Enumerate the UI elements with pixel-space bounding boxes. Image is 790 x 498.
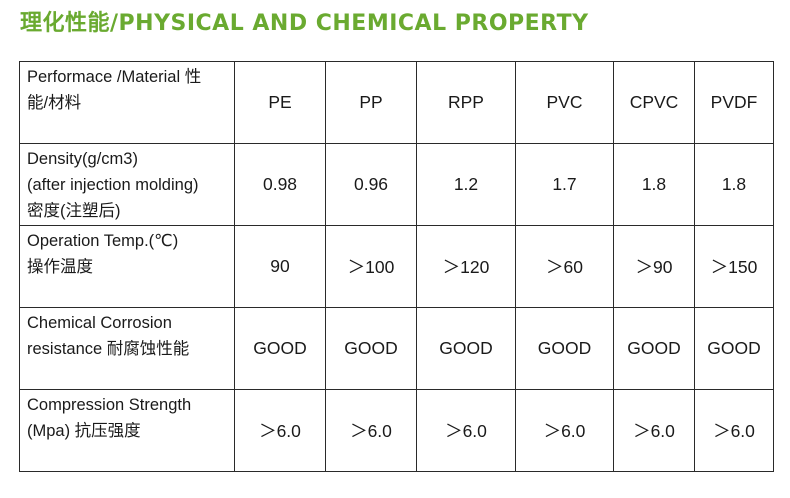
table-cell: 0.96 xyxy=(325,143,417,226)
page-title: 理化性能/PHYSICAL AND CHEMICAL PROPERTY xyxy=(20,11,589,36)
table-cell: GOOD xyxy=(694,307,774,390)
table-cell: 0.98 xyxy=(234,143,326,226)
row-label-line: resistance 耐腐蚀性能 xyxy=(27,340,190,358)
material-header-pvdf: PVDF xyxy=(694,61,774,144)
table-cell: ＞6.0 xyxy=(325,389,417,472)
row-label-line: (Mpa) 抗压强度 xyxy=(27,422,141,440)
header-label-cell: Performace /Material 性 能/材料 xyxy=(19,61,235,144)
table-row-chemical-corrosion: Chemical Corrosion resistance 耐腐蚀性能 GOOD… xyxy=(19,307,774,390)
row-label-line: Chemical Corrosion xyxy=(27,314,172,332)
table-row-density: Density(g/cm3) (after injection molding)… xyxy=(19,143,774,226)
table-cell: GOOD xyxy=(515,307,614,390)
row-label-compression-strength: Compression Strength (Mpa) 抗压强度 xyxy=(19,389,235,472)
table-cell: ＞100 xyxy=(325,225,417,308)
row-label-line: Compression Strength xyxy=(27,396,192,414)
row-label-operation-temp: Operation Temp.(℃) 操作温度 xyxy=(19,225,235,308)
table-row-operation-temp: Operation Temp.(℃) 操作温度 90 ＞100 ＞120 ＞60… xyxy=(19,225,774,308)
row-label-density: Density(g/cm3) (after injection molding)… xyxy=(19,143,235,226)
table-cell: GOOD xyxy=(416,307,516,390)
material-header-cpvc: CPVC xyxy=(613,61,695,144)
table-header-row: Performace /Material 性 能/材料 PE PP RPP PV… xyxy=(19,61,774,144)
table-cell: 1.7 xyxy=(515,143,614,226)
row-label-line: 操作温度 xyxy=(27,258,93,276)
table-cell: 1.2 xyxy=(416,143,516,226)
row-label-line: Operation Temp.(℃) xyxy=(27,232,179,250)
row-label-chemical-corrosion: Chemical Corrosion resistance 耐腐蚀性能 xyxy=(19,307,235,390)
material-header-rpp: RPP xyxy=(416,61,516,144)
table-cell: ＞6.0 xyxy=(416,389,516,472)
row-label-line: (after injection molding) xyxy=(27,176,199,194)
header-label-line: 能/材料 xyxy=(27,94,82,112)
table-cell: 90 xyxy=(234,225,326,308)
row-label-line: Density(g/cm3) xyxy=(27,150,138,168)
table-cell: ＞60 xyxy=(515,225,614,308)
material-header-pe: PE xyxy=(234,61,326,144)
material-header-pvc: PVC xyxy=(515,61,614,144)
table-cell: GOOD xyxy=(234,307,326,390)
table-cell: ＞6.0 xyxy=(234,389,326,472)
material-header-pp: PP xyxy=(325,61,417,144)
property-table: Performace /Material 性 能/材料 PE PP RPP PV… xyxy=(19,61,774,472)
table-cell: ＞90 xyxy=(613,225,695,308)
table-cell: ＞150 xyxy=(694,225,774,308)
table-cell: 1.8 xyxy=(694,143,774,226)
table-row-compression-strength: Compression Strength (Mpa) 抗压强度 ＞6.0 ＞6.… xyxy=(19,389,774,472)
header-label-line: Performace /Material 性 xyxy=(27,68,202,86)
table-cell: GOOD xyxy=(325,307,417,390)
table-cell: ＞6.0 xyxy=(515,389,614,472)
table-cell: 1.8 xyxy=(613,143,695,226)
table-cell: GOOD xyxy=(613,307,695,390)
table-cell: ＞6.0 xyxy=(694,389,774,472)
table-cell: ＞120 xyxy=(416,225,516,308)
table-cell: ＞6.0 xyxy=(613,389,695,472)
row-label-line: 密度(注塑后) xyxy=(27,202,121,220)
